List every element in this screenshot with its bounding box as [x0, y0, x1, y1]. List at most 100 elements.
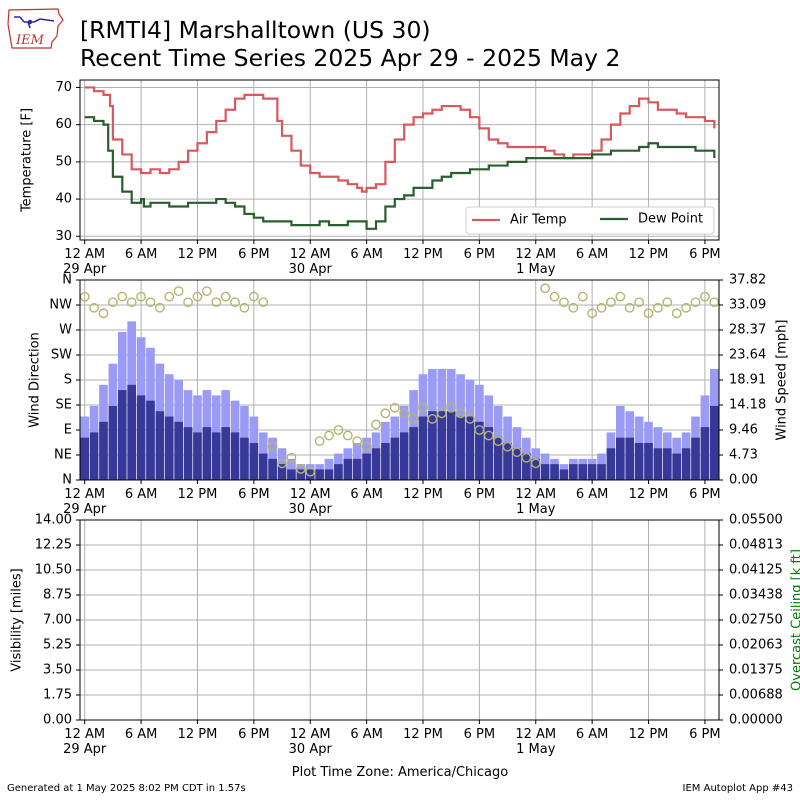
wind-dir-tick-label: SE	[56, 398, 72, 413]
wind-direction-point	[380, 408, 391, 419]
wind-speed-tick-label: 4.73	[729, 448, 758, 463]
wind-direction-point	[427, 413, 438, 424]
wind-speed-bar	[362, 453, 371, 480]
wind-speed-bar	[305, 469, 315, 480]
wind-date-label: 30 Apr	[289, 502, 333, 517]
ceiling-tick-label: 0.00000	[729, 713, 783, 728]
wind-xtick-label: 12 AM	[64, 487, 105, 502]
wind-speed-bar	[644, 442, 653, 480]
temp-ytick-label: 40	[55, 192, 72, 207]
wind-speed-bar	[193, 432, 202, 480]
vis-xtick-label: 12 AM	[515, 727, 556, 742]
vis-xtick-label: 12 PM	[629, 727, 669, 742]
vis-xtick-label: 6 AM	[125, 727, 158, 742]
wind-xtick-label: 12 PM	[629, 487, 669, 502]
wind-speed-ylabel: Wind Speed [mph]	[775, 320, 790, 441]
wind-direction-point	[474, 425, 485, 435]
wind-direction-point	[258, 297, 269, 308]
vis-xtick-label: 6 PM	[689, 727, 720, 742]
wind-direction-point	[295, 463, 306, 474]
wind-date-label: 1 May	[516, 502, 556, 517]
wind-speed-bar	[512, 448, 522, 480]
wind-speed-tick-label: 0.00	[729, 473, 758, 488]
air-temp-line	[84, 86, 716, 193]
wind-direction-point	[493, 436, 504, 447]
wind-direction-point	[502, 441, 513, 452]
wind-direction-point	[183, 297, 193, 308]
wind-speed-tick-label: 28.37	[729, 323, 766, 338]
vis-xtick-label: 12 AM	[290, 727, 331, 742]
temp-xtick-label: 6 AM	[350, 247, 383, 262]
wind-dir-tick-label: N	[62, 273, 72, 288]
wind-direction-point	[136, 291, 146, 302]
temp-xtick-label: 12 AM	[515, 247, 556, 262]
ceiling-tick-label: 0.01375	[729, 663, 783, 678]
vis-tick-label: 8.75	[43, 588, 72, 603]
wind-direction-point	[248, 291, 259, 302]
wind-speed-tick-label: 23.64	[729, 348, 766, 363]
wind-speed-bar	[117, 390, 127, 480]
vis-tick-label: 0.00	[43, 713, 72, 728]
wind-dir-tick-label: NE	[54, 448, 72, 463]
wind-speed-bar	[409, 427, 418, 480]
wind-direction-point	[606, 297, 616, 308]
temp-ytick-label: 60	[55, 117, 72, 132]
wind-direction-point	[624, 302, 635, 313]
vis-xtick-label: 6 AM	[576, 727, 609, 742]
wind-speed-bar	[240, 437, 249, 480]
wind-direction-point	[399, 408, 410, 419]
wind-speed-bar	[578, 464, 588, 480]
wind-speed-tick-label: 37.82	[729, 273, 766, 288]
wind-xtick-label: 6 AM	[576, 487, 609, 502]
wind-direction-point	[201, 286, 212, 297]
wind-direction-point	[540, 283, 551, 294]
wind-direction-point	[483, 430, 494, 441]
vis-xtick-label: 12 PM	[178, 727, 218, 742]
wind-speed-bar	[569, 464, 578, 480]
wind-xtick-label: 6 PM	[464, 487, 495, 502]
temp-ytick-label: 50	[55, 154, 72, 169]
time-zone-xlabel: Plot Time Zone: America/Chicago	[292, 765, 508, 780]
wind-dir-tick-label: N	[62, 473, 72, 488]
wind-direction-point	[389, 402, 400, 413]
wind-direction-point	[352, 436, 363, 447]
temp-xtick-label: 12 PM	[403, 247, 443, 262]
wind-date-label: 29 Apr	[63, 502, 107, 517]
wind-xtick-label: 6 PM	[689, 487, 720, 502]
wind-xtick-label: 6 PM	[238, 487, 269, 502]
wind-direction-point	[211, 297, 222, 308]
wind-speed-bar	[672, 453, 682, 480]
visibility-ylabel: Visibility [miles]	[10, 568, 25, 671]
vis-tick-label: 7.00	[43, 613, 72, 628]
wind-dir-tick-label: NW	[49, 298, 72, 313]
wind-speed-bar	[381, 442, 390, 480]
wind-speed-bar	[146, 400, 155, 480]
wind-speed-bar	[127, 384, 137, 480]
wind-speed-bar	[616, 437, 625, 480]
temp-legend: Air Temp Dew Point	[465, 206, 715, 235]
wind-direction-point	[286, 452, 297, 463]
wind-speed-bar	[89, 432, 99, 480]
wind-xtick-label: 6 AM	[125, 487, 158, 502]
wind-dir-tick-label: SW	[51, 348, 72, 363]
wind-speed-bar	[465, 416, 475, 480]
ceiling-tick-label: 0.03438	[729, 588, 783, 603]
wind-speed-bar	[277, 464, 287, 480]
vis-tick-label: 10.50	[35, 563, 72, 578]
logo-text: IEM	[15, 33, 45, 48]
ceiling-tick-label: 0.02750	[729, 613, 783, 628]
wind-direction-point	[89, 302, 99, 313]
wind-speed-bar	[296, 469, 306, 480]
wind-dir-tick-label: S	[64, 373, 72, 388]
vis-xtick-label: 12 AM	[64, 727, 105, 742]
wind-speed-bar	[249, 442, 259, 480]
wind-speed-bar	[334, 464, 343, 480]
vis-xtick-label: 6 PM	[238, 727, 269, 742]
wind-dir-tick-label: W	[59, 323, 72, 338]
wind-speed-bar	[691, 437, 700, 480]
wind-direction-point	[173, 286, 184, 297]
wind-speed-bar	[484, 427, 494, 480]
wind-direction-point	[653, 302, 663, 313]
wind-direction-point	[220, 291, 231, 302]
